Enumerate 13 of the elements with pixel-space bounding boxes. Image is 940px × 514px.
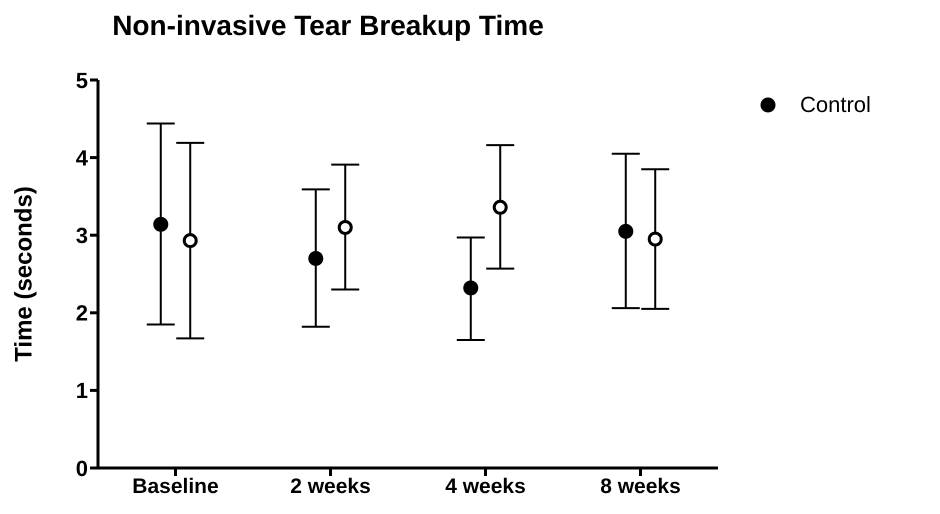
x-tick-label: 2 weeks	[290, 474, 371, 498]
x-tick-label: 8 weeks	[600, 474, 681, 498]
y-axis-title: Time (seconds)	[10, 186, 38, 362]
y-tick-label: 5	[76, 68, 88, 93]
chart-title: Non-invasive Tear Breakup Time	[111, 10, 545, 42]
y-tick-label: 0	[76, 456, 88, 481]
y-tick-label: 2	[76, 300, 88, 326]
x-tick-label: 4 weeks	[445, 474, 526, 498]
y-tick-label: 4	[76, 145, 89, 170]
y-tick-label: 3	[76, 223, 88, 248]
x-tick-label: Baseline	[132, 474, 219, 498]
legend-label: Control	[800, 92, 871, 118]
y-tick-label: 1	[76, 378, 88, 404]
